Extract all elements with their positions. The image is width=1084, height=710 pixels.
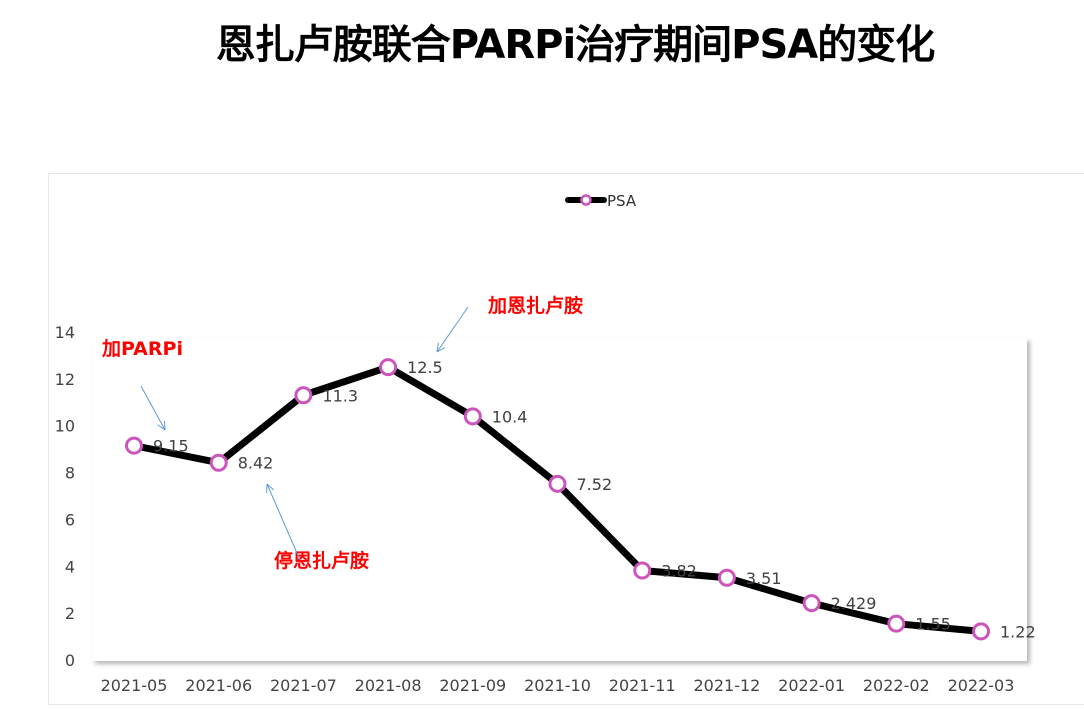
- arrow-icon-head: [266, 483, 275, 491]
- data-label: 1.55: [915, 615, 951, 634]
- data-label: 7.52: [577, 475, 613, 494]
- chart-frame: [48, 173, 1084, 705]
- arrow-icon: [266, 483, 301, 561]
- y-tick-label: 2: [65, 604, 75, 623]
- y-tick-label: 14: [55, 323, 75, 342]
- data-label: 12.5: [407, 358, 443, 377]
- x-tick-label: 2022-01: [778, 676, 845, 695]
- data-point: [463, 407, 482, 426]
- arrow-icon-head: [436, 347, 446, 353]
- arrow-icon: [436, 306, 469, 353]
- x-tick-label: 2021-08: [355, 676, 422, 695]
- data-point: [887, 614, 906, 633]
- data-label: 11.3: [322, 386, 358, 405]
- x-tick-label: 2021-07: [270, 676, 337, 695]
- y-tick-label: 12: [55, 370, 75, 389]
- annotation-add-parpi: 加PARPi: [101, 338, 183, 360]
- data-point: [294, 386, 313, 405]
- data-point: [633, 561, 652, 580]
- data-label: 10.4: [492, 407, 528, 426]
- data-label: 3.82: [661, 562, 697, 581]
- annotation-add-enzalutamide: 加恩扎卢胺: [487, 294, 583, 317]
- legend-marker-icon: [580, 194, 592, 206]
- y-tick-label: 4: [65, 557, 75, 576]
- plot-area: [92, 338, 1027, 661]
- x-tick-label: 2021-12: [693, 676, 760, 695]
- data-point: [802, 594, 821, 613]
- arrow-icon-head: [157, 424, 166, 431]
- data-point: [548, 474, 567, 493]
- data-label: 1.22: [1000, 622, 1036, 641]
- data-point: [717, 568, 736, 587]
- x-tick-label: 2021-11: [609, 676, 676, 695]
- data-label: 9.15: [153, 437, 189, 456]
- x-tick-label: 2022-03: [948, 676, 1015, 695]
- y-tick-label: 10: [55, 417, 75, 436]
- x-tick-label: 2021-05: [101, 676, 168, 695]
- x-tick-label: 2021-06: [185, 676, 252, 695]
- data-point: [379, 358, 398, 377]
- annotation-stop-enzalutamide: 停恩扎卢胺: [274, 549, 369, 572]
- y-tick-label: 8: [65, 464, 75, 483]
- x-tick-label: 2022-02: [863, 676, 930, 695]
- y-tick-label: 6: [65, 510, 75, 529]
- data-label: 3.51: [746, 569, 782, 588]
- data-point: [972, 622, 990, 641]
- arrow-icon: [140, 385, 166, 431]
- data-point: [125, 436, 143, 455]
- legend-label: PSA: [607, 192, 637, 210]
- data-point: [209, 453, 228, 472]
- data-label: 2.429: [831, 594, 877, 613]
- y-tick-label: 0: [65, 651, 75, 670]
- x-tick-label: 2021-09: [439, 676, 506, 695]
- data-label: 8.42: [238, 454, 274, 473]
- chart-title: 恩扎卢胺联合PARPi治疗期间PSA的变化: [215, 22, 936, 68]
- arrow-icon-head: [436, 343, 439, 353]
- x-tick-label: 2021-10: [524, 676, 591, 695]
